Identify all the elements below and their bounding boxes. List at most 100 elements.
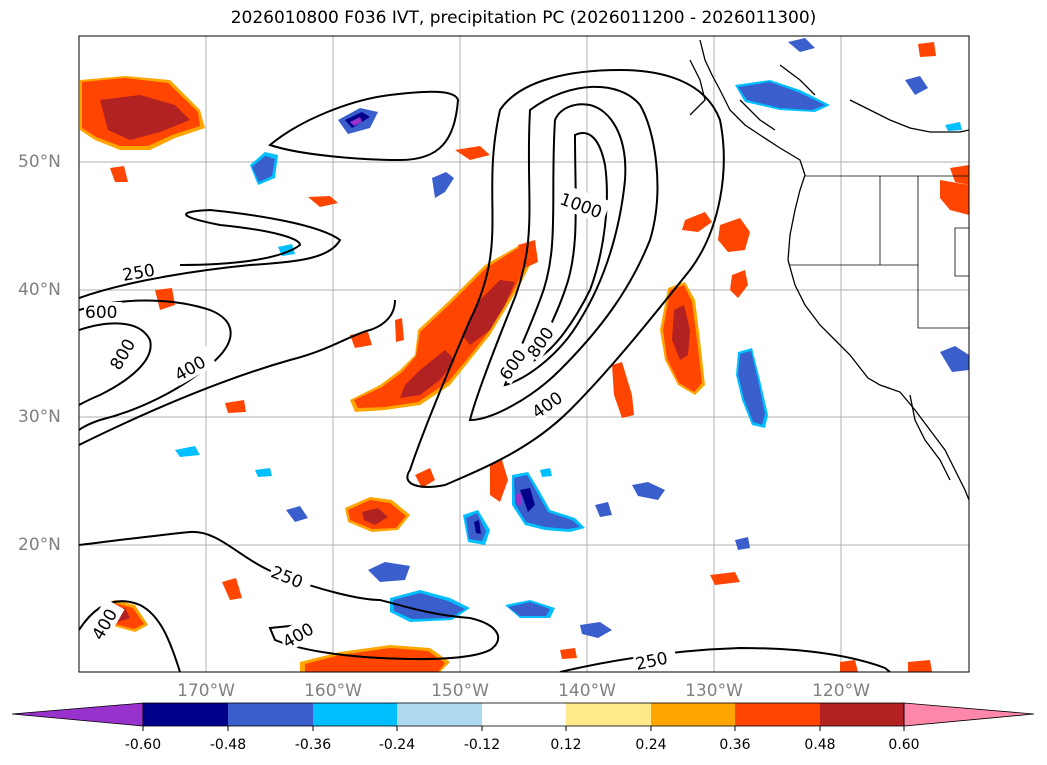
anomaly-patch (738, 82, 825, 110)
anomaly-patch (950, 165, 969, 185)
negative-anomaly-areas (175, 38, 969, 638)
anomaly-patch (175, 446, 200, 457)
anomaly-patch (738, 351, 765, 425)
lon-label-150w: 150°W (431, 681, 489, 701)
anomaly-patch (415, 468, 435, 488)
anomaly-patch (672, 305, 690, 360)
anomaly-patch (940, 346, 969, 372)
colorbar-tick-label: -0.12 (463, 737, 501, 753)
anomaly-patch (400, 350, 455, 398)
colorbar-extend-high (903, 702, 1035, 727)
anomaly-patch (788, 38, 815, 52)
colorbar-segment (735, 703, 820, 726)
anomaly-patch (840, 660, 858, 672)
colorbar-tick-label: 0.24 (635, 737, 667, 753)
colorbar-segment (566, 703, 651, 726)
lon-label-170w: 170°W (177, 681, 235, 701)
anomaly-patch (710, 572, 740, 585)
contour-line (468, 85, 659, 422)
map-title: 2026010800 F036 IVT, precipitation PC (2… (230, 8, 817, 28)
anomaly-patch (580, 622, 612, 638)
anomaly-patch (395, 318, 404, 342)
contour-line (79, 299, 396, 446)
colorbar-tick-label: -0.36 (294, 737, 332, 753)
anomaly-patch (520, 488, 535, 512)
anomaly-patch (350, 117, 362, 126)
lat-label-30n: 30°N (18, 407, 61, 427)
coastlines (689, 39, 969, 501)
colorbar-segment (228, 703, 313, 726)
contour-labels: 1000 250 600 800 400 600 800 400 250 250… (84, 184, 678, 675)
anomaly-patch (393, 593, 465, 619)
colorbar-extend-low (11, 702, 144, 727)
contour-line (79, 322, 152, 406)
colorbar-segment (482, 703, 566, 726)
colorbar-tick-label: 0.48 (804, 737, 836, 753)
anomaly-patch (286, 506, 308, 522)
colorbar-frame (142, 702, 905, 727)
colorbar-tick-label: 0.12 (550, 737, 582, 753)
anomaly-patch (595, 502, 612, 517)
lon-label-160w: 160°W (304, 681, 362, 701)
colorbar (11, 702, 1035, 731)
colorbar-tick-label: -0.48 (209, 737, 247, 753)
anomaly-patch (432, 172, 454, 198)
contour-line (406, 68, 725, 488)
contour-line (533, 132, 608, 362)
colorbar-tick-label: -0.60 (124, 737, 162, 753)
anomaly-patch (474, 520, 481, 534)
contour-line (267, 90, 460, 162)
anomaly-patch (560, 648, 577, 659)
anomaly-patch (490, 460, 508, 502)
anomaly-patch (225, 400, 246, 413)
anomaly-patch (155, 288, 175, 310)
anomaly-patch (462, 280, 515, 345)
anomaly-patch (308, 196, 338, 207)
anomaly-patch (632, 482, 665, 500)
anomaly-patch (905, 76, 928, 95)
anomaly-patch (612, 362, 634, 418)
contour-line (79, 600, 181, 672)
contour-line (503, 103, 627, 387)
anomaly-patch (110, 166, 128, 182)
anomaly-patch (100, 95, 190, 140)
lat-label-50n: 50°N (18, 152, 61, 172)
anomaly-patch (518, 240, 538, 268)
lon-label-140w: 140°W (558, 681, 616, 701)
contour-line (79, 530, 500, 661)
anomaly-patch (515, 493, 522, 505)
anomaly-patch (354, 248, 530, 408)
anomaly-patch (222, 578, 242, 600)
anomaly-patch (362, 508, 388, 525)
contour-line (559, 646, 891, 672)
contour-label: 600 (85, 303, 117, 323)
lat-label-20n: 20°N (18, 535, 61, 555)
anomaly-patch (945, 122, 962, 131)
anomaly-patch (514, 475, 580, 529)
anomaly-patch (908, 660, 932, 672)
colorbar-segment (313, 703, 397, 726)
anomaly-patch (252, 156, 275, 182)
colorbar-segment (651, 703, 735, 726)
colorbar-segment (143, 703, 228, 726)
anomaly-patch (718, 218, 750, 252)
colorbar-segment (820, 703, 904, 726)
anomaly-patch (455, 146, 490, 160)
colorbar-tick-label: 0.60 (888, 737, 920, 753)
anomaly-patch (305, 648, 445, 672)
state-borders (790, 175, 969, 329)
lat-label-40n: 40°N (18, 280, 61, 300)
anomaly-patch (735, 537, 750, 550)
colorbar-tick-label: -0.24 (378, 737, 416, 753)
lon-label-130w: 130°W (685, 681, 743, 701)
colorbar-segment (397, 703, 482, 726)
anomaly-patch (682, 212, 712, 232)
anomaly-patch (730, 270, 748, 298)
map-frame (78, 35, 970, 673)
contour-label: 250 (634, 649, 670, 675)
anomaly-patch (508, 602, 550, 616)
anomaly-patch (918, 42, 936, 57)
anomaly-patch (540, 468, 552, 477)
anomaly-patch (255, 468, 272, 477)
